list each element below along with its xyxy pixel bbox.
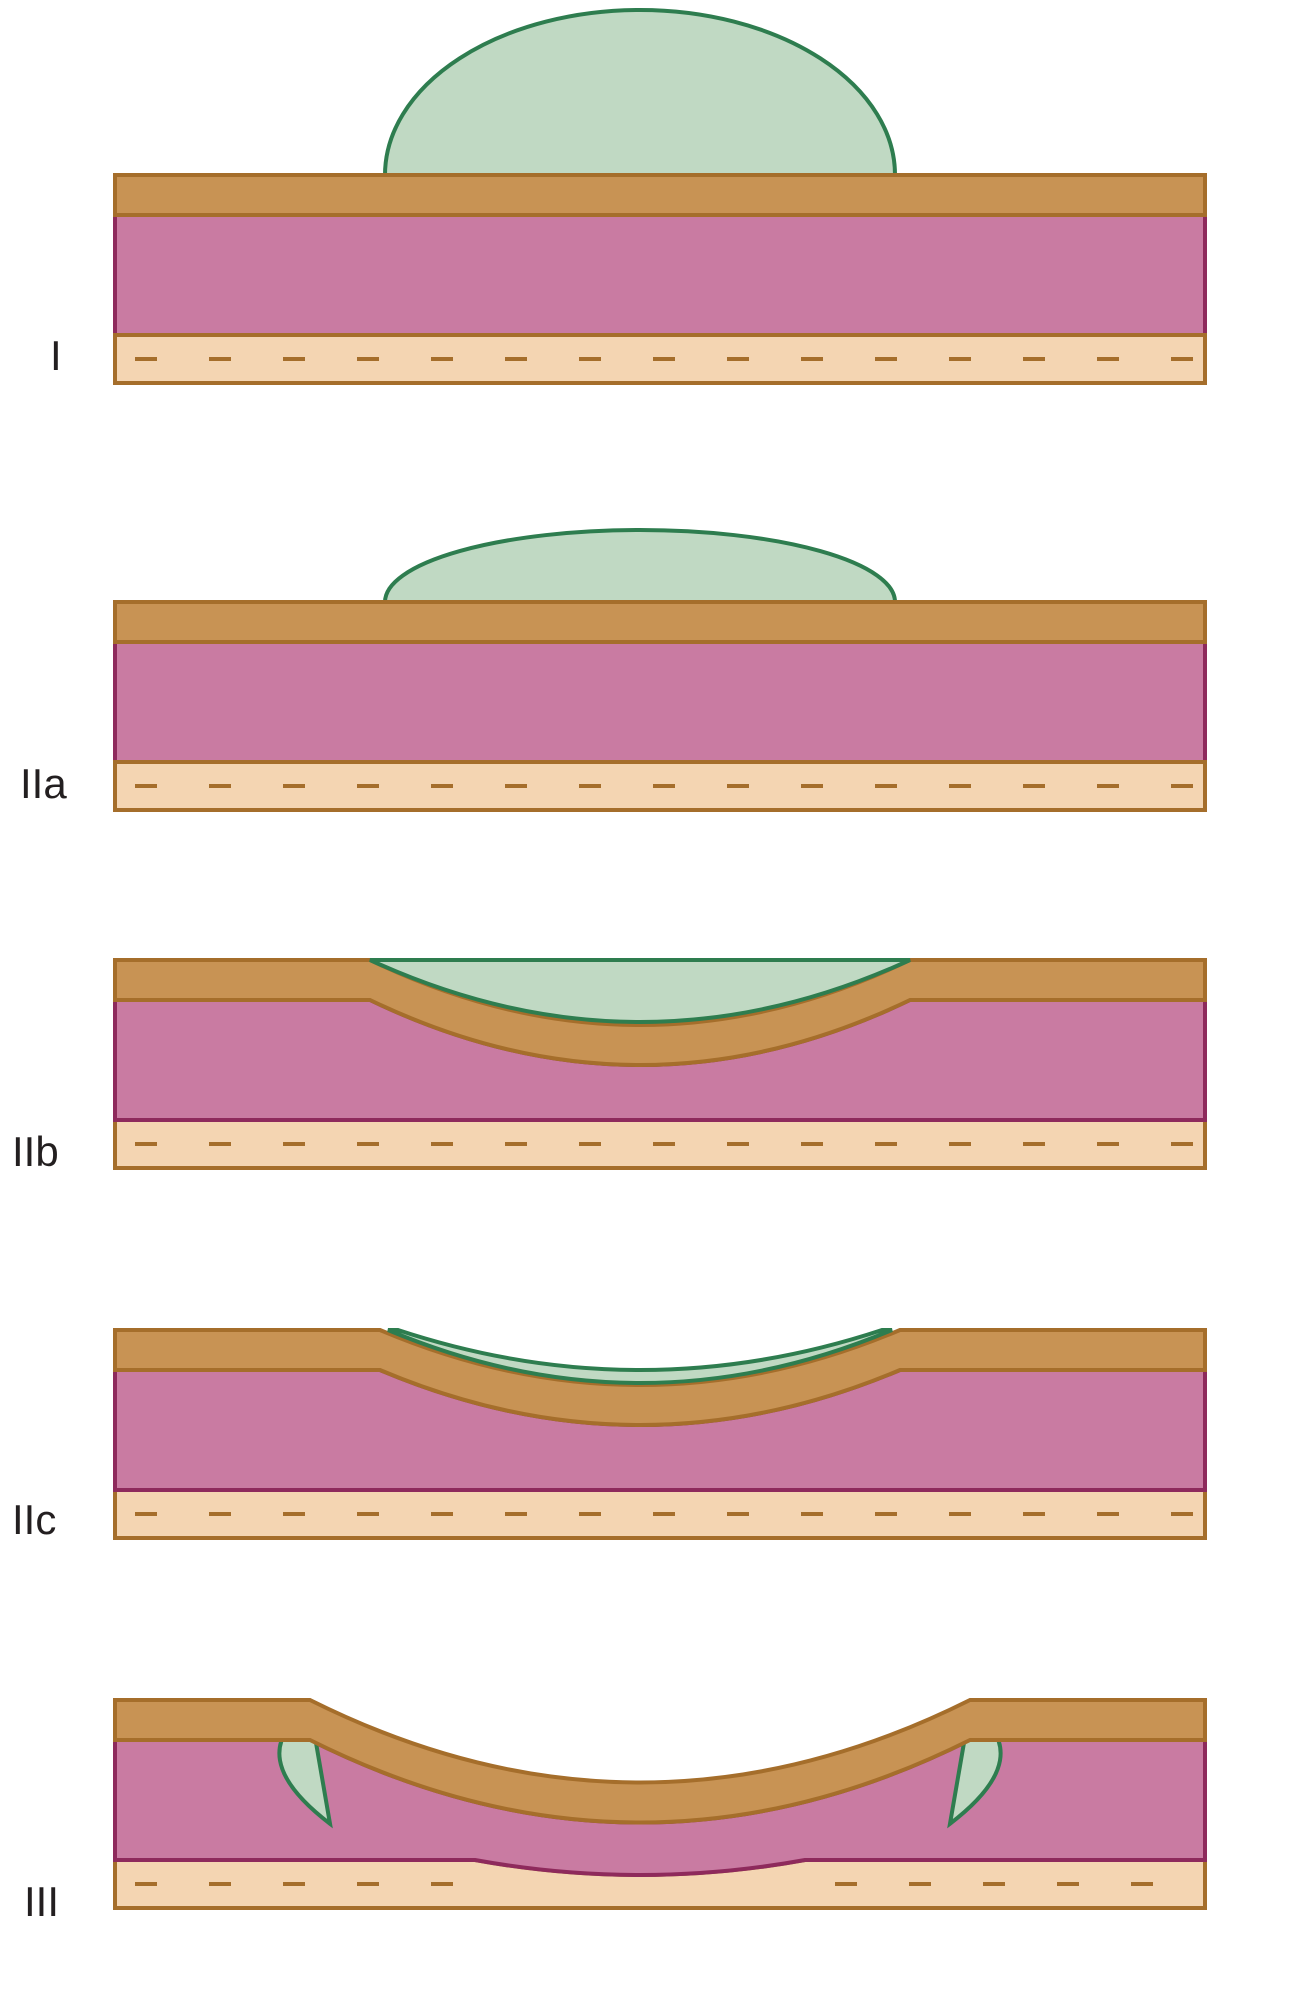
panel-label-IIc: IIc (12, 1496, 56, 1544)
panel-IIb (115, 960, 1205, 1168)
panel-III (115, 1700, 1205, 1908)
panel-label-IIa: IIa (20, 760, 67, 808)
panel-label-IIb: IIb (12, 1128, 59, 1176)
diagram-svg (0, 0, 1294, 1991)
panel-IIc (115, 1330, 1205, 1538)
panel-I (115, 10, 1205, 383)
panel-label-III: III (24, 1878, 59, 1926)
panel-label-I: I (50, 332, 62, 380)
diagram-canvas: I IIa IIb IIc III (0, 0, 1294, 1991)
panel-IIa (115, 530, 1205, 810)
